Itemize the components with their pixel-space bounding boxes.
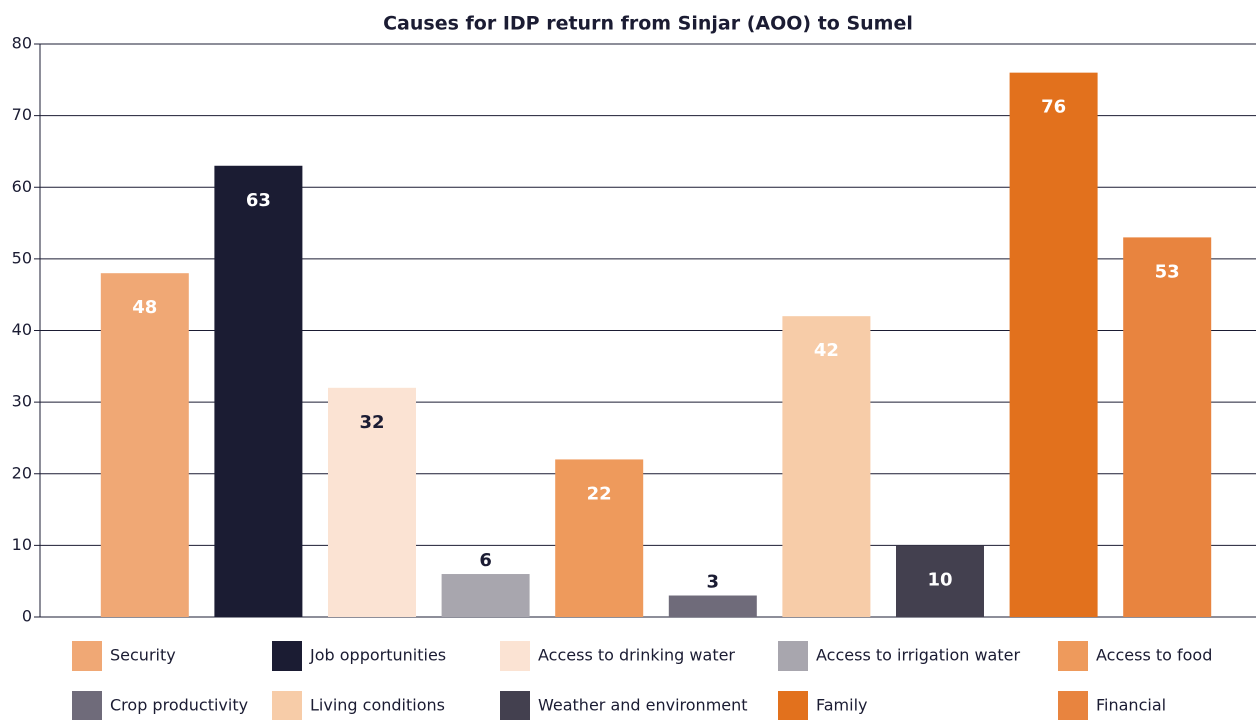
legend-swatch <box>272 691 302 720</box>
legend-swatch <box>72 641 102 671</box>
value-label: 53 <box>1155 261 1180 282</box>
y-tick-label: 10 <box>12 535 32 554</box>
y-tick-label: 20 <box>12 463 32 482</box>
legend-label: Weather and environment <box>538 696 748 715</box>
y-tick-label: 0 <box>22 607 32 626</box>
legend-swatch <box>72 691 102 720</box>
value-label: 76 <box>1041 97 1066 118</box>
value-label: 22 <box>587 483 612 504</box>
legend-label: Family <box>816 696 867 715</box>
value-label: 48 <box>132 297 157 318</box>
legend-swatch <box>272 641 302 671</box>
legend-swatch <box>500 641 530 671</box>
bar <box>100 273 189 617</box>
legend-label: Living conditions <box>310 696 445 715</box>
legend-label: Security <box>110 646 176 665</box>
legend-swatch <box>500 691 530 720</box>
y-tick-label: 70 <box>12 105 32 124</box>
y-tick-label: 60 <box>12 177 32 196</box>
legend-swatch <box>778 691 808 720</box>
legend-swatch <box>778 641 808 671</box>
bar <box>668 595 757 617</box>
y-tick-label: 50 <box>12 248 32 267</box>
bar <box>328 387 416 617</box>
bar <box>214 165 303 617</box>
bar <box>441 574 530 617</box>
value-label: 10 <box>927 569 952 590</box>
value-label: 42 <box>814 340 839 361</box>
legend-swatch <box>1058 641 1088 671</box>
legend-label: Access to food <box>1096 646 1212 665</box>
y-tick-label: 80 <box>12 34 32 53</box>
y-tick-label: 40 <box>12 320 32 339</box>
value-label: 63 <box>246 190 271 211</box>
bar <box>1123 237 1212 617</box>
legend-label: Crop productivity <box>110 696 248 715</box>
legend-label: Job opportunities <box>309 646 446 665</box>
value-label: 3 <box>707 572 720 593</box>
legend-swatch <box>1058 691 1088 720</box>
chart-title: Causes for IDP return from Sinjar (AOO) … <box>383 13 913 35</box>
bar <box>896 545 984 617</box>
value-label: 6 <box>479 550 492 571</box>
value-label: 32 <box>359 412 384 433</box>
bar <box>1009 72 1098 617</box>
legend-label: Access to drinking water <box>538 646 735 665</box>
legend-label: Financial <box>1096 696 1166 715</box>
y-tick-label: 30 <box>12 392 32 411</box>
bar <box>555 459 644 617</box>
bar <box>782 316 871 617</box>
legend-label: Access to irrigation water <box>816 646 1020 665</box>
